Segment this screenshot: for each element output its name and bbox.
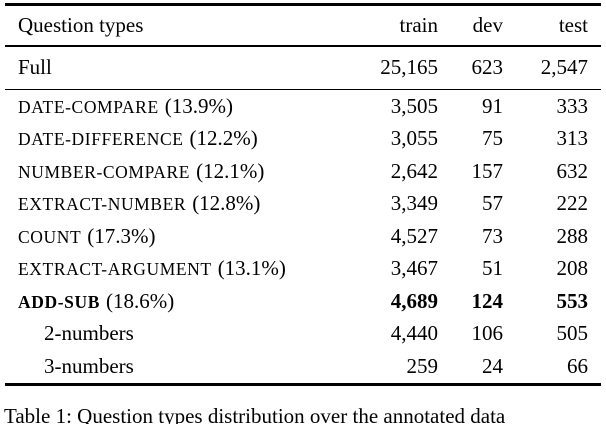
row-label: EXTRACT-NUMBER (12.8%): [18, 193, 328, 214]
test-value: 505: [556, 321, 589, 346]
row-label: DATE-DIFFERENCE (12.2%): [18, 128, 328, 149]
row-label: ADD-SUB (18.6%): [18, 288, 328, 313]
train-value: 2,642: [390, 158, 438, 183]
dev-value: 124: [471, 288, 504, 313]
type-name: EXTRACT-NUMBER: [18, 194, 187, 215]
type-name: DATE-COMPARE: [18, 96, 159, 117]
train-value: 3,349: [390, 191, 438, 216]
row-label: COUNT (17.3%): [18, 223, 328, 248]
table-row-extract-argument: EXTRACT-ARGUMENT (13.1%) 3,467 51 208: [5, 253, 601, 286]
dev-value: 51: [482, 256, 503, 281]
type-name: EXTRACT-ARGUMENT: [18, 259, 212, 280]
type-percent: (13.1%): [217, 256, 286, 281]
row-label: EXTRACT-ARGUMENT (13.1%): [18, 258, 328, 279]
type-percent: (18.6%): [105, 288, 175, 313]
dev-value: 24: [482, 353, 503, 378]
question-types-table: Question types train dev test Full 25,16…: [5, 3, 601, 386]
test-value: 313: [556, 126, 589, 151]
bottom-rule: [5, 382, 601, 386]
dev-value: 75: [482, 126, 503, 151]
dev-value: 57: [482, 191, 503, 216]
top-rule: [5, 3, 601, 6]
type-name: NUMBER-COMPARE: [18, 161, 191, 182]
type-percent: (17.3%): [87, 223, 156, 248]
test-value: 632: [556, 158, 589, 183]
table-row-3-numbers: 3-numbers 259 24 66: [5, 350, 601, 383]
test-value: 222: [556, 191, 589, 216]
dev-value: 91: [482, 93, 503, 118]
table-row-2-numbers: 2-numbers 4,440 106 505: [5, 318, 601, 351]
train-value: 4,440: [390, 321, 438, 346]
table-header-row: Question types train dev test: [5, 6, 601, 45]
train-value: 4,689: [390, 288, 438, 313]
table-row-date-difference: DATE-DIFFERENCE (12.2%) 3,055 75 313: [5, 123, 601, 156]
type-percent: (12.1%): [196, 158, 265, 183]
test-value: 66: [567, 353, 588, 378]
table-row-extract-number: EXTRACT-NUMBER (12.8%) 3,349 57 222: [5, 188, 601, 221]
table-caption: Table 1: Question types distribution ove…: [4, 404, 506, 424]
column-header-question-types: Question types: [18, 12, 144, 37]
table-row-date-compare: DATE-COMPARE (13.9%) 3,505 91 333: [5, 90, 601, 123]
type-name: DATE-DIFFERENCE: [18, 129, 184, 150]
full-train-value: 25,165: [380, 55, 438, 79]
type-name: COUNT: [18, 226, 82, 247]
column-header-train: train: [399, 12, 438, 37]
train-value: 4,527: [390, 223, 438, 248]
column-header-dev: dev: [472, 12, 503, 37]
section-rule: [5, 88, 601, 90]
table-row-count: COUNT (17.3%) 4,527 73 288: [5, 220, 601, 253]
row-label: 3-numbers: [44, 353, 134, 378]
dev-value: 157: [471, 158, 504, 183]
type-name: ADD-SUB: [18, 291, 100, 312]
type-percent: (13.9%): [164, 93, 233, 118]
dev-value: 106: [471, 321, 504, 346]
row-label: 2-numbers: [44, 321, 134, 346]
table-row-full: Full 25,165 623 2,547: [5, 47, 601, 89]
train-value: 3,467: [390, 256, 438, 281]
header-rule: [5, 44, 601, 47]
dev-value: 73: [482, 223, 503, 248]
test-value: 553: [556, 288, 589, 313]
train-value: 3,505: [390, 93, 438, 118]
full-test-value: 2,547: [540, 55, 588, 79]
train-value: 3,055: [390, 126, 438, 151]
table-body: DATE-COMPARE (13.9%) 3,505 91 333 DATE-DI…: [5, 90, 601, 383]
test-value: 288: [556, 223, 589, 248]
type-percent: (12.2%): [189, 126, 258, 151]
row-label: NUMBER-COMPARE (12.1%): [18, 158, 328, 183]
full-dev-value: 623: [471, 55, 504, 79]
table-row-add-sub: ADD-SUB (18.6%) 4,689 124 553: [5, 285, 601, 318]
table-row-number-compare: NUMBER-COMPARE (12.1%) 2,642 157 632: [5, 155, 601, 188]
type-percent: (12.8%): [192, 191, 261, 216]
row-label: DATE-COMPARE (13.9%): [18, 93, 328, 118]
column-header-test: test: [558, 12, 588, 37]
row-label-full: Full: [18, 55, 52, 79]
test-value: 208: [556, 256, 589, 281]
test-value: 333: [556, 93, 589, 118]
train-value: 259: [406, 353, 439, 378]
